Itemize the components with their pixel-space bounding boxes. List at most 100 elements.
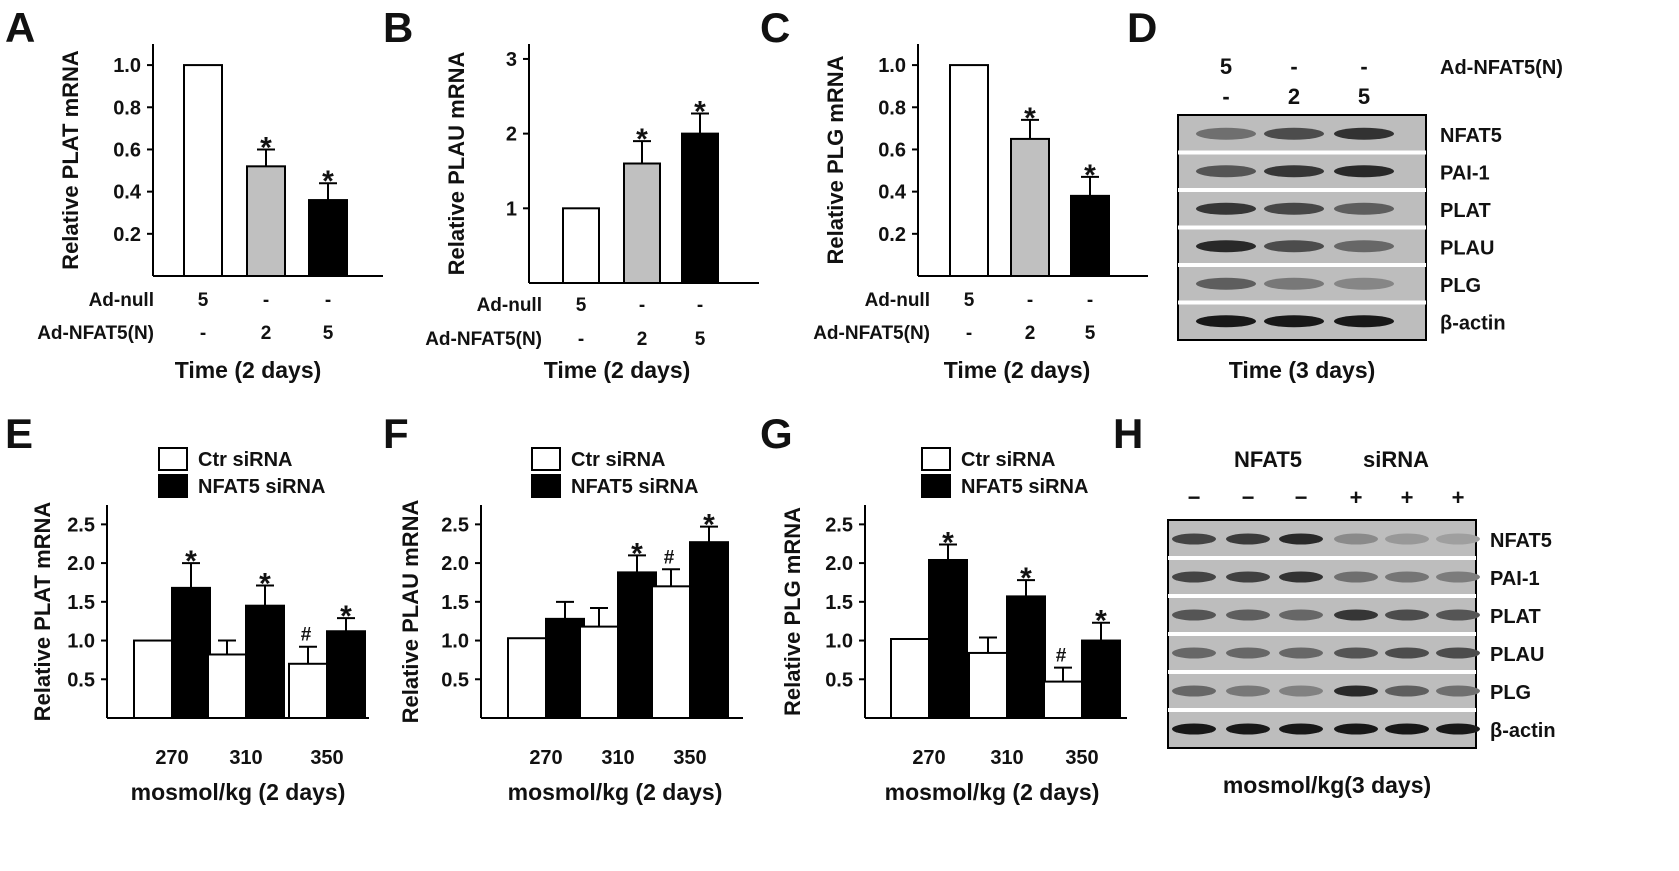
blot-band	[1385, 685, 1429, 697]
blot-band	[1226, 533, 1270, 545]
blot-band	[1334, 609, 1378, 621]
blot-band	[1385, 571, 1429, 583]
panel-a: A 0.2 0.4 0.6 0.8 1.0 Relative PLAT mRNA * * Ad-n…	[5, 4, 383, 383]
y-tick-label: 2.0	[67, 553, 95, 575]
x-tick-label: 350	[1065, 747, 1098, 769]
panel-c: C 0.2 0.4 0.6 0.8 1.0 Relative PLG mRNA * * Ad-nu…	[760, 4, 1148, 383]
significance-mark: *	[260, 131, 272, 164]
legend-label: Ctr siRNA	[961, 449, 1055, 471]
bar	[308, 199, 348, 277]
bar	[545, 617, 585, 719]
x-axis-title: mosmol/kg (2 days)	[885, 779, 1100, 805]
blot-band	[1279, 647, 1323, 659]
significance-mark: *	[631, 537, 643, 570]
y-tick-label: 1.0	[878, 55, 906, 77]
significance-mark: *	[340, 600, 352, 633]
protein-label: NFAT5	[1440, 125, 1502, 147]
bar	[968, 651, 1008, 719]
y-tick-label: 0.4	[113, 182, 142, 204]
y-tick-label: 0.2	[113, 224, 141, 246]
condition-value: -	[578, 329, 584, 350]
y-tick-label: 3	[506, 49, 517, 71]
y-tick-label: 2.5	[825, 514, 853, 536]
panel-d: D 5 - - - 2 5 Ad-NFAT5(N) NFAT5 PAI-1 PLAT PLAU PLG β…	[1127, 4, 1563, 383]
legend-label: Ctr siRNA	[571, 449, 665, 471]
significance-mark: *	[322, 165, 334, 198]
x-tick-label: 310	[601, 747, 634, 769]
bar	[1006, 595, 1046, 719]
legend-swatch	[531, 447, 561, 471]
bar	[1043, 680, 1083, 720]
x-axis-title: Time (2 days)	[944, 357, 1091, 383]
blot-band	[1385, 609, 1429, 621]
blot-band	[1279, 571, 1323, 583]
condition-value: 2	[637, 329, 648, 350]
blot-band	[1226, 723, 1270, 735]
blot-band	[1385, 647, 1429, 659]
panel-f: F 0.5 1.0 1.5 2.0 2.5 Relative PLAU mRNA 270 * 31…	[383, 410, 743, 805]
y-axis-label: Relative PLG mRNA	[780, 507, 805, 716]
blot-band	[1436, 647, 1480, 659]
lane-sign: +	[1401, 485, 1414, 510]
blot-band	[1385, 533, 1429, 545]
bar	[651, 585, 691, 719]
significance-mark: *	[1020, 562, 1032, 595]
protein-label: β-actin	[1490, 720, 1556, 742]
blot-band	[1196, 277, 1256, 290]
x-tick-label: 350	[310, 747, 343, 769]
significance-mark: *	[1095, 605, 1107, 638]
panel-letter: C	[760, 4, 790, 51]
y-tick-label: 1.0	[67, 631, 95, 653]
bar	[326, 630, 366, 720]
condition-value: -	[325, 290, 331, 311]
blot-band	[1264, 165, 1324, 178]
significance-mark: *	[636, 123, 648, 156]
panel-letter: H	[1113, 410, 1143, 457]
blot-band	[1226, 571, 1270, 583]
blot-band	[1279, 685, 1323, 697]
lane-sign: −	[1295, 485, 1308, 510]
blot-band	[1172, 647, 1216, 659]
x-axis-title: mosmol/kg(3 days)	[1223, 772, 1431, 798]
y-tick-label: 0.8	[113, 97, 141, 119]
panel-letter: A	[5, 4, 35, 51]
panel-g: G 0.5 1.0 1.5 2.0 2.5 Relative PLG mRNA * 270 * 31…	[760, 410, 1127, 805]
bar	[689, 541, 729, 719]
y-axis-label: Relative PLAT mRNA	[58, 50, 83, 270]
condition-value: -	[697, 295, 703, 316]
legend-swatch	[921, 474, 951, 498]
y-axis-label: Relative PLAT mRNA	[30, 502, 55, 722]
bar	[1010, 137, 1050, 277]
blot-band	[1436, 533, 1480, 545]
blot-band	[1279, 533, 1323, 545]
protein-label: β-actin	[1440, 312, 1506, 334]
legend-swatch	[531, 474, 561, 498]
bar	[288, 662, 328, 719]
bar	[245, 604, 285, 720]
significance-mark: *	[703, 509, 715, 542]
x-tick-label: 310	[990, 747, 1023, 769]
y-tick-label: 0.4	[878, 182, 907, 204]
significance-mark: *	[1084, 159, 1096, 192]
y-tick-label: 1.5	[67, 592, 95, 614]
panel-letter: G	[760, 410, 793, 457]
blot-band	[1172, 571, 1216, 583]
blot-band	[1264, 202, 1324, 215]
condition-value: 5	[695, 329, 706, 350]
bar	[183, 64, 223, 277]
legend-label: NFAT5 siRNA	[198, 476, 325, 498]
blot-band	[1196, 127, 1256, 140]
lane-sign: −	[1188, 485, 1201, 510]
protein-label: PLG	[1440, 275, 1481, 297]
group-label: siRNA	[1363, 447, 1429, 472]
condition-label: Ad-NFAT5(N)	[37, 323, 154, 344]
significance-mark: #	[1056, 646, 1067, 667]
panel-e: E 0.5 1.0 1.5 2.0 2.5 Relative PLAT mRNA * 270 * 3…	[5, 410, 369, 805]
lane-header: 2	[1288, 84, 1300, 109]
protein-label: PLAT	[1440, 200, 1491, 222]
panel-letter: E	[5, 410, 33, 457]
y-tick-label: 0.5	[67, 669, 95, 691]
y-tick-label: 1.5	[441, 592, 469, 614]
lane-header: 5	[1220, 54, 1232, 79]
